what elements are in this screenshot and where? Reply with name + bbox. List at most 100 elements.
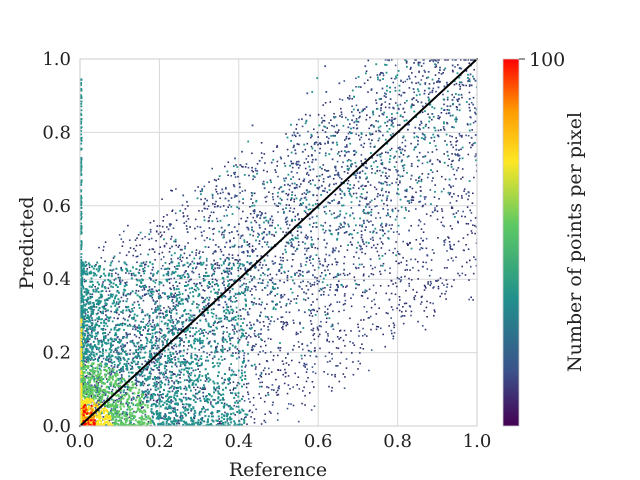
- density-point: [330, 325, 333, 328]
- density-point: [112, 268, 115, 271]
- density-point: [154, 259, 156, 261]
- density-point: [410, 247, 413, 250]
- density-point: [119, 252, 121, 254]
- density-point: [397, 224, 400, 227]
- density-point: [344, 293, 346, 295]
- density-point: [113, 351, 115, 353]
- density-point: [283, 177, 285, 180]
- density-point: [273, 234, 275, 236]
- density-point: [301, 270, 304, 273]
- density-point: [105, 314, 107, 316]
- density-point: [409, 269, 411, 271]
- density-point: [406, 269, 408, 271]
- density-point: [158, 225, 161, 227]
- density-point: [331, 250, 334, 253]
- density-point: [400, 279, 402, 281]
- density-point: [151, 332, 154, 335]
- density-point: [397, 147, 400, 149]
- density-point: [385, 167, 387, 170]
- density-point: [410, 106, 413, 109]
- density-point: [243, 241, 246, 243]
- density-point: [244, 166, 247, 168]
- density-point: [328, 385, 330, 388]
- density-point: [141, 309, 144, 311]
- density-point: [433, 107, 436, 110]
- density-point: [305, 158, 308, 160]
- density-point: [381, 112, 384, 115]
- density-point: [161, 344, 164, 347]
- density-point: [319, 142, 321, 144]
- density-point: [410, 201, 413, 204]
- density-point: [202, 388, 205, 390]
- density-point: [260, 371, 263, 374]
- density-point: [210, 403, 212, 405]
- density-point: [110, 310, 112, 313]
- density-point: [447, 164, 449, 167]
- density-point: [349, 142, 352, 145]
- density-point: [347, 132, 350, 135]
- density-point: [453, 173, 456, 176]
- density-point: [274, 227, 276, 229]
- density-point: [97, 382, 100, 384]
- density-point: [273, 288, 275, 290]
- density-point: [203, 203, 205, 206]
- density-point: [423, 196, 426, 198]
- density-point: [148, 276, 151, 279]
- density-point: [216, 267, 219, 269]
- density-point: [388, 249, 391, 252]
- density-point: [165, 369, 168, 371]
- density-point: [158, 369, 161, 372]
- density-point: [446, 98, 449, 101]
- density-point: [398, 124, 401, 126]
- density-point: [382, 134, 384, 137]
- density-point: [296, 214, 299, 216]
- density-point: [124, 392, 127, 394]
- density-point: [339, 155, 341, 157]
- density-point: [269, 179, 272, 181]
- density-point: [350, 163, 352, 166]
- density-point: [468, 279, 470, 281]
- density-point: [332, 276, 335, 279]
- density-point: [351, 105, 353, 107]
- density-point: [121, 376, 123, 379]
- density-point: [434, 209, 437, 211]
- density-point: [152, 300, 155, 302]
- density-point: [117, 360, 120, 363]
- density-point: [144, 393, 147, 396]
- density-point: [221, 345, 224, 347]
- density-point: [258, 159, 261, 162]
- density-point: [411, 187, 414, 190]
- density-point: [254, 286, 257, 288]
- density-point: [263, 419, 266, 422]
- density-point: [236, 206, 239, 209]
- density-point: [142, 299, 145, 302]
- density-point: [286, 148, 289, 151]
- density-point: [443, 103, 445, 106]
- density-point: [150, 367, 153, 370]
- density-point: [249, 321, 251, 324]
- density-point: [93, 306, 95, 308]
- density-point: [266, 181, 269, 184]
- density-point: [346, 168, 349, 170]
- density-point: [179, 254, 182, 256]
- density-point: [219, 219, 222, 222]
- density-point: [365, 212, 367, 215]
- density-point: [401, 175, 404, 177]
- density-point: [350, 305, 353, 308]
- density-point: [375, 130, 377, 133]
- density-point: [344, 303, 346, 305]
- density-point: [179, 350, 182, 352]
- density-point: [100, 257, 103, 259]
- density-point: [431, 180, 433, 182]
- density-point: [298, 118, 300, 121]
- density-point: [94, 367, 97, 370]
- density-point: [305, 380, 308, 383]
- density-point: [251, 245, 254, 247]
- density-point: [404, 269, 407, 271]
- density-point: [417, 81, 420, 84]
- density-point: [258, 240, 261, 242]
- density-point: [447, 236, 449, 238]
- density-point: [260, 255, 263, 257]
- density-point: [186, 215, 189, 217]
- density-point: [370, 349, 373, 351]
